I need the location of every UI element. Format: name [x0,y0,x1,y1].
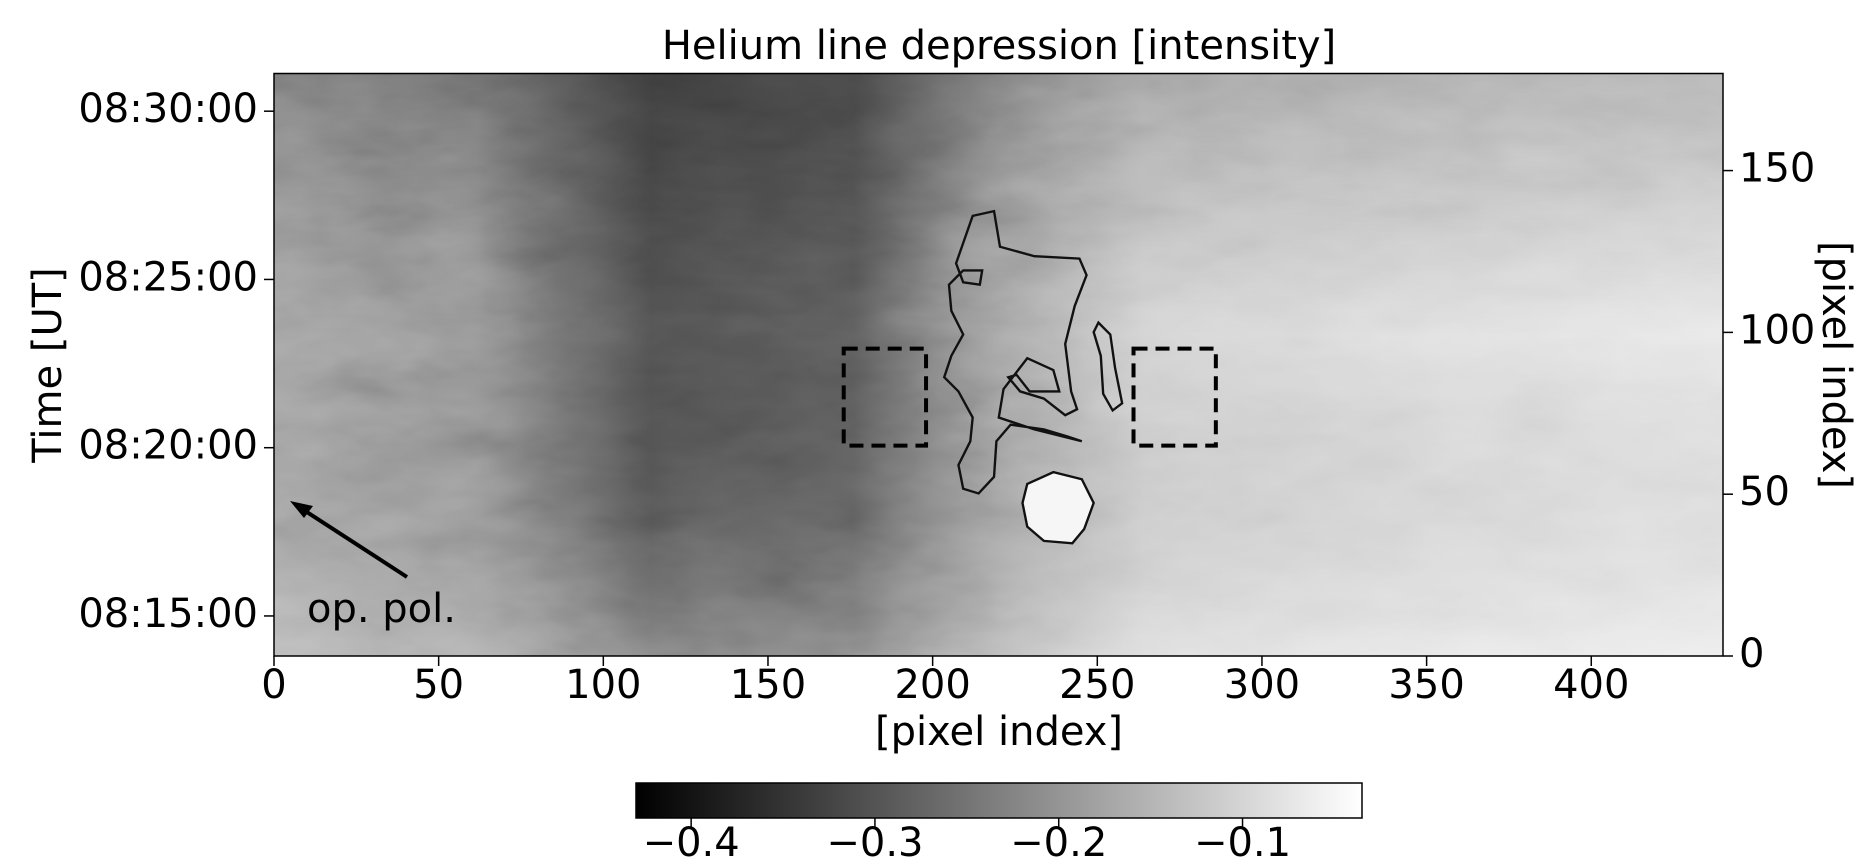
x-tick-label: 400 [1553,662,1629,708]
x-tick-label: 350 [1388,662,1464,708]
x-tick-label: 300 [1224,662,1300,708]
y-tick-label: 08:15:00 [78,591,258,637]
chart: Helium line depression [intensity] [pixe… [0,0,1860,864]
x-tick-label: 50 [413,662,464,708]
x-tick-label: 200 [894,662,970,708]
colorbar-tick-label: −0.4 [643,820,740,864]
x-axis-label: [pixel index] [875,709,1123,755]
heatmap-texture [274,74,1723,657]
y-tick-label: 08:25:00 [78,254,258,300]
y2-tick-label: 100 [1739,307,1815,353]
y2-tick-label: 150 [1739,146,1815,192]
y2-tick-label: 0 [1739,631,1764,677]
x-tick-label: 0 [261,662,286,708]
annotation: op. pol. [307,586,456,632]
colorbar-tick-label: −0.2 [1010,820,1107,864]
y-axis-label: Time [UT] [25,267,71,464]
x-tick-label: 250 [1059,662,1135,708]
y2-axis-label: [pixel index] [1813,241,1859,489]
x-tick-label: 150 [730,662,806,708]
colorbar-tick-label: −0.1 [1194,820,1291,864]
y2-tick-label: 50 [1739,469,1790,515]
colorbar-tick-label: −0.3 [826,820,923,864]
chart-title: Helium line depression [intensity] [662,23,1336,69]
heatmap-image [274,74,1723,657]
page: {"chart_data": { "type": "heatmap", "tit… [0,0,1860,864]
x-tick-label: 100 [565,662,641,708]
y-tick-label: 08:30:00 [78,86,258,132]
y-tick-label: 08:20:00 [78,423,258,469]
colorbar [636,783,1362,818]
